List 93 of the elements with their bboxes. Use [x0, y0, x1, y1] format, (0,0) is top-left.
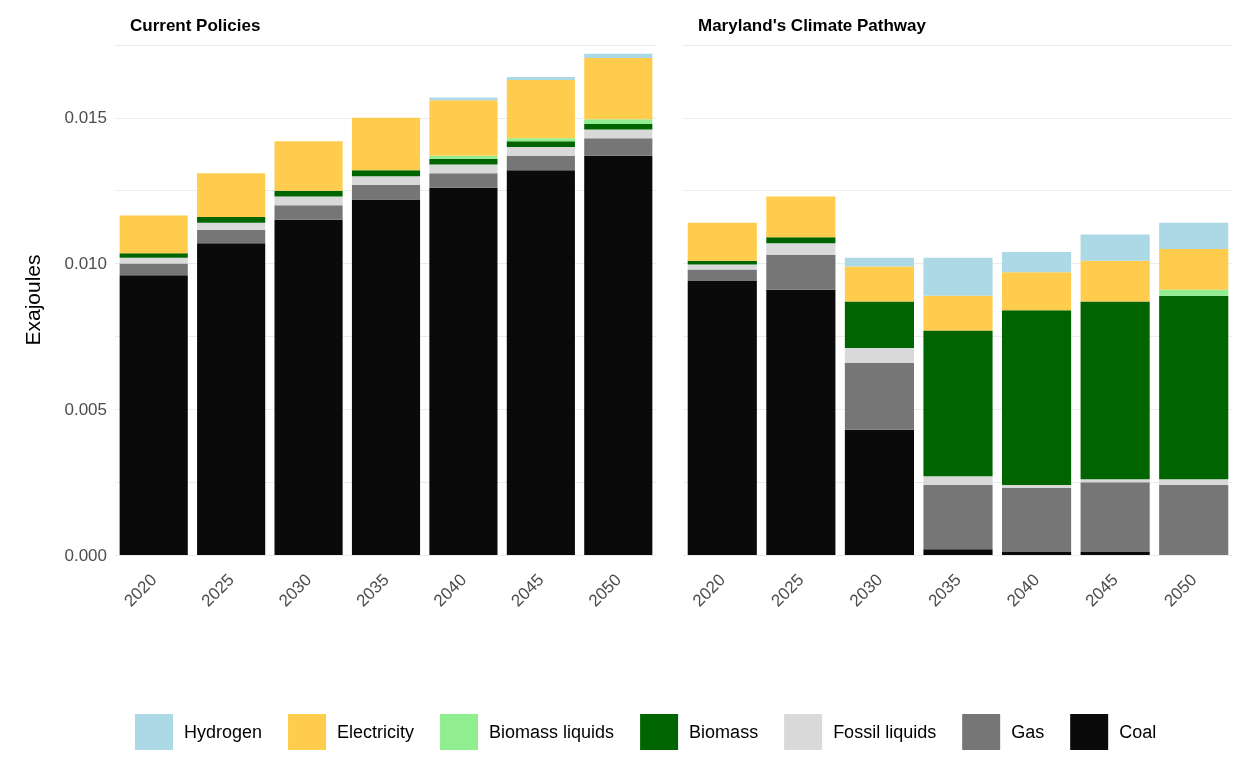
bar	[923, 257, 993, 296]
y-tick-label: 0.000	[64, 545, 107, 565]
bar	[844, 301, 914, 349]
y-axis-title: Exajoules	[21, 254, 44, 346]
bar	[584, 58, 653, 120]
bar	[506, 77, 575, 80]
bar	[1080, 301, 1150, 480]
bar	[1159, 485, 1229, 555]
chart-title: Maryland's Climate Pathway	[698, 16, 927, 35]
bar	[687, 269, 757, 282]
bar	[1080, 482, 1150, 553]
bar	[844, 348, 914, 363]
bar	[1080, 479, 1150, 483]
bar	[844, 257, 914, 267]
bar	[584, 155, 653, 555]
y-tick-label: 0.005	[64, 399, 107, 419]
legend-label: Biomass liquids	[489, 722, 615, 742]
bar	[687, 264, 757, 270]
bar	[923, 485, 993, 550]
bar	[923, 295, 993, 331]
legend-label: Biomass	[689, 722, 759, 742]
bar	[766, 196, 836, 238]
bar	[1159, 289, 1229, 296]
bar	[1159, 249, 1229, 290]
bar	[119, 215, 188, 254]
bar	[1080, 260, 1150, 302]
bar	[197, 222, 266, 231]
bar	[584, 138, 653, 156]
legend-label: Gas	[1011, 722, 1045, 742]
legend-label: Hydrogen	[184, 722, 263, 742]
bar	[274, 196, 343, 206]
bar	[429, 187, 498, 555]
bar	[119, 263, 188, 276]
bar	[429, 155, 498, 159]
bar	[1159, 479, 1229, 486]
bar	[506, 147, 575, 156]
bar	[687, 281, 757, 555]
bar	[506, 141, 575, 147]
bar	[687, 222, 757, 261]
bar	[1002, 487, 1072, 553]
legend-label: Coal	[1119, 722, 1157, 742]
bar	[506, 155, 575, 171]
bar	[1159, 295, 1229, 480]
bar	[923, 476, 993, 486]
bar	[429, 173, 498, 188]
bar	[844, 266, 914, 302]
bar	[351, 199, 421, 555]
bar	[766, 254, 836, 290]
bar	[844, 362, 914, 430]
bar	[1002, 251, 1072, 273]
bar	[923, 549, 993, 555]
bar	[1080, 552, 1150, 555]
bar	[506, 170, 575, 555]
bar	[923, 330, 993, 477]
bar	[197, 173, 266, 217]
bar	[197, 216, 266, 223]
bar	[766, 289, 836, 555]
bar	[197, 243, 266, 555]
bar	[766, 243, 836, 255]
bar	[429, 97, 498, 101]
bar	[274, 205, 343, 220]
bar	[844, 429, 914, 555]
bar	[584, 119, 653, 124]
bar	[351, 184, 421, 200]
y-tick-label: 0.015	[64, 108, 107, 128]
chart-title: Current Policies	[130, 16, 261, 35]
bar	[274, 141, 343, 191]
bar	[351, 170, 421, 177]
bar	[1002, 272, 1072, 311]
bar	[1159, 222, 1229, 249]
bar	[584, 53, 653, 59]
bar	[274, 219, 343, 555]
bar	[351, 117, 421, 171]
bar	[351, 176, 421, 185]
bar	[506, 79, 575, 139]
bar	[429, 100, 498, 156]
bar	[119, 275, 188, 555]
bar	[766, 237, 836, 244]
bar	[119, 253, 188, 258]
legend-label: Electricity	[337, 722, 415, 742]
bar	[584, 129, 653, 139]
legend-label: Fossil liquids	[833, 722, 937, 742]
bar	[1002, 485, 1072, 488]
bar	[274, 190, 343, 197]
bar	[1080, 234, 1150, 261]
bar	[584, 123, 653, 130]
bar	[429, 164, 498, 174]
bar	[1002, 310, 1072, 486]
bar	[197, 230, 266, 244]
y-tick-label: 0.010	[64, 254, 107, 274]
bar	[119, 257, 188, 264]
bar	[506, 138, 575, 142]
bar	[1002, 552, 1072, 555]
